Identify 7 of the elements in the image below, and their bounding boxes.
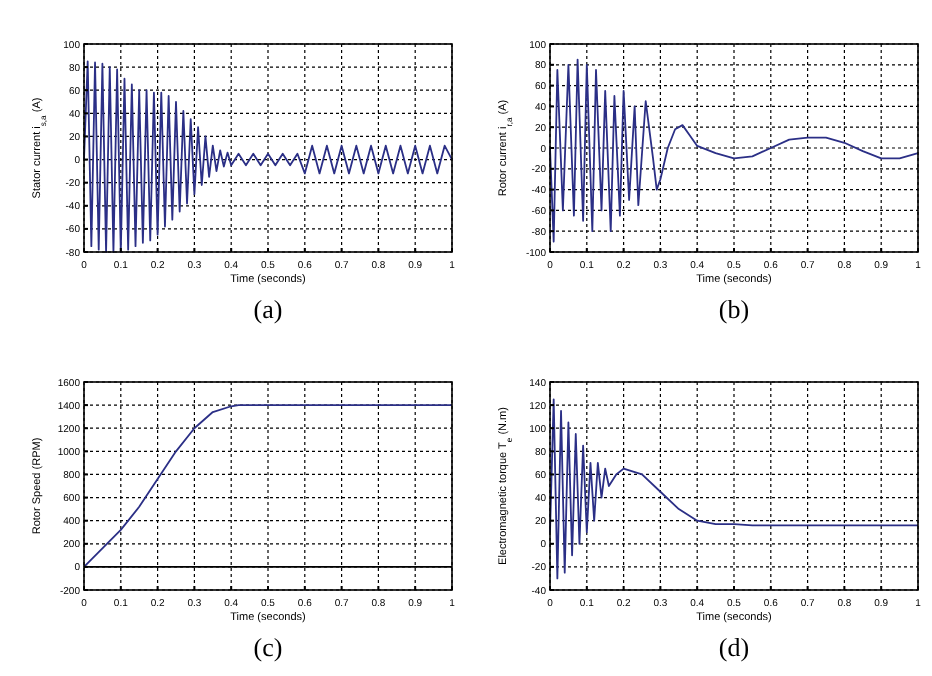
line-series (83, 404, 453, 568)
text: (c) (253, 632, 283, 662)
text: (b) (718, 294, 750, 324)
line-series (549, 398, 919, 580)
text: (a) (253, 294, 283, 324)
line-series (549, 58, 919, 243)
text: (d) (718, 632, 750, 662)
